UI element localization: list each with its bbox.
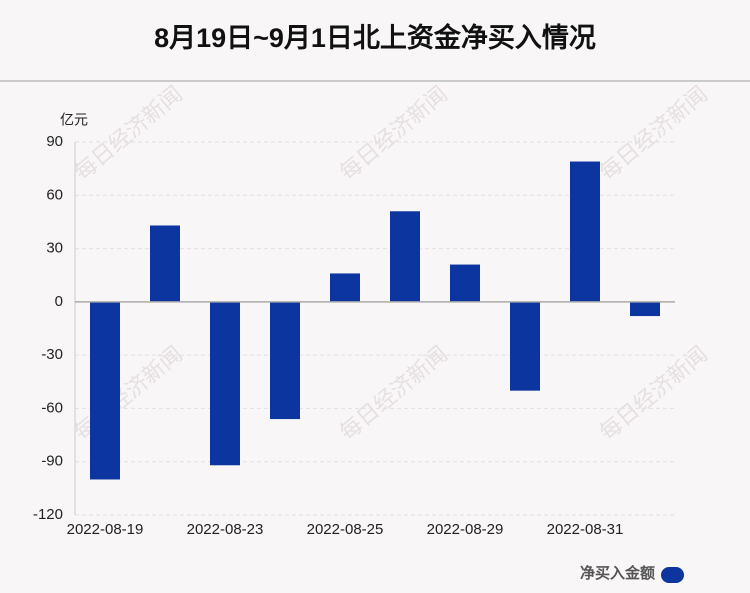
y-tick-label: -120 bbox=[33, 506, 63, 523]
x-tick-label: 2022-08-31 bbox=[547, 521, 624, 538]
y-tick-label: -90 bbox=[41, 453, 63, 470]
bar bbox=[150, 225, 180, 302]
x-tick-label: 2022-08-19 bbox=[67, 521, 144, 538]
bar bbox=[270, 301, 300, 420]
bar bbox=[390, 211, 420, 302]
bar bbox=[450, 264, 480, 302]
y-tick-label: -30 bbox=[41, 346, 63, 363]
x-tick-label: 2022-08-23 bbox=[187, 521, 264, 538]
y-tick-label: 30 bbox=[46, 240, 63, 257]
bar bbox=[90, 301, 120, 480]
bar bbox=[510, 301, 540, 391]
bar bbox=[630, 301, 660, 317]
y-tick-label: -60 bbox=[41, 399, 63, 416]
x-tick-label: 2022-08-29 bbox=[427, 521, 504, 538]
legend-swatch bbox=[661, 567, 684, 583]
bar bbox=[570, 161, 600, 302]
bar bbox=[330, 273, 360, 302]
bar bbox=[210, 301, 240, 466]
x-tick-label: 2022-08-25 bbox=[307, 521, 384, 538]
y-tick-label: 90 bbox=[46, 133, 63, 150]
y-tick-label: 60 bbox=[46, 186, 63, 203]
y-axis-label: 亿元 bbox=[60, 112, 88, 128]
legend-label: 净买入金额 bbox=[580, 564, 655, 582]
chart-title: 8月19日~9月1日北上资金净买入情况 bbox=[154, 22, 596, 53]
y-tick-label: 0 bbox=[55, 293, 63, 310]
